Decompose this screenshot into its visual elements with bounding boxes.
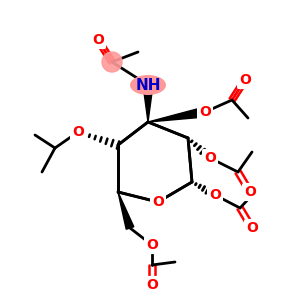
Text: O: O [204,151,216,165]
Text: O: O [146,278,158,292]
Text: O: O [146,238,158,252]
Circle shape [102,52,122,72]
Text: O: O [152,195,164,209]
Text: NH: NH [135,77,161,92]
Text: O: O [152,195,164,209]
Text: O: O [246,221,258,235]
Polygon shape [118,192,134,229]
Text: O: O [92,33,104,47]
Polygon shape [143,85,153,122]
Text: O: O [244,185,256,199]
Polygon shape [148,107,206,122]
Text: O: O [209,188,221,202]
Text: O: O [239,73,251,87]
Ellipse shape [130,75,166,95]
Text: O: O [72,125,84,139]
Text: O: O [199,105,211,119]
